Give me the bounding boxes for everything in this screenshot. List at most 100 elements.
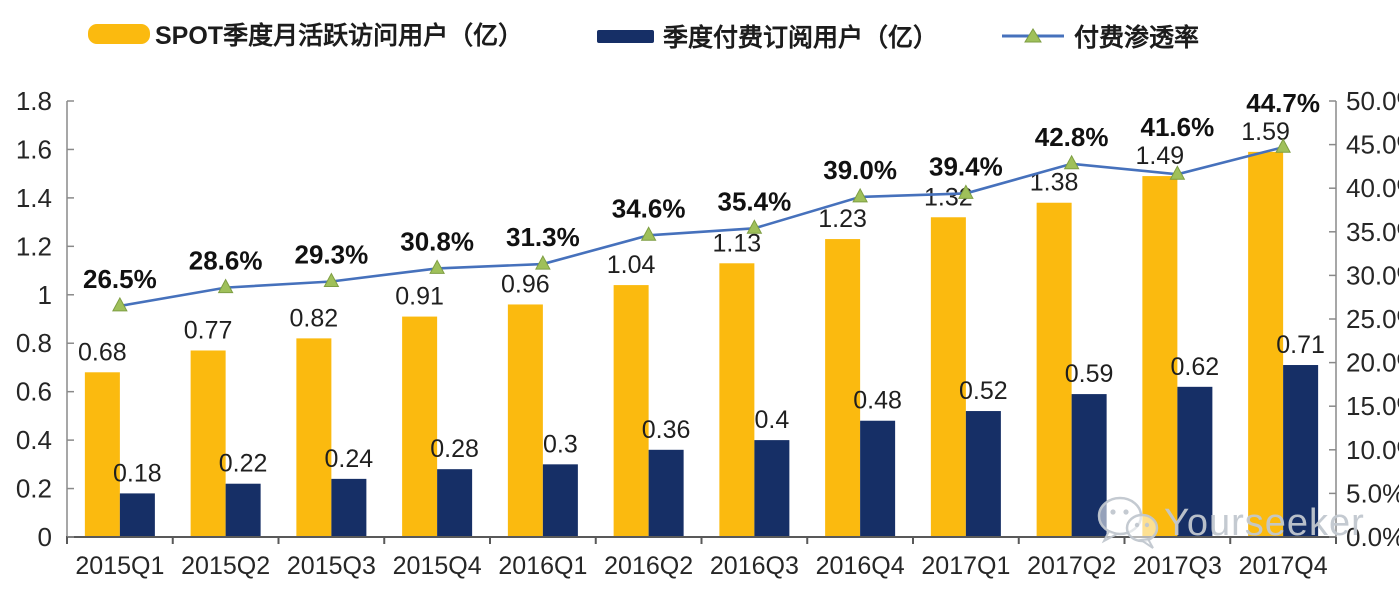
bar-mau: [1248, 151, 1284, 537]
penetration-marker: [746, 219, 763, 234]
label-subs-value: 0.28: [430, 435, 479, 463]
label-subs-value: 0.36: [642, 416, 691, 444]
left-axis-tick-label: 1.8: [16, 86, 52, 116]
label-subs-value: 0.62: [1171, 353, 1220, 381]
left-axis-tick-label: 1.6: [16, 134, 52, 164]
bar-mau: [402, 316, 438, 537]
bar-mau: [613, 285, 649, 537]
left-axis-tick-label: 1.4: [16, 183, 52, 213]
label-mau-value: 0.82: [290, 304, 339, 332]
label-mau-value: 1.23: [818, 205, 867, 233]
right-axis-tick-label: 20.0%: [1346, 348, 1399, 378]
label-mau-value: 1.13: [713, 229, 762, 257]
left-axis-tick-label: 1: [38, 280, 52, 310]
label-mau-value: 0.68: [78, 338, 127, 366]
bar-subs: [119, 493, 155, 537]
label-subs-value: 0.52: [959, 377, 1008, 405]
x-axis-label: 2016Q1: [498, 552, 587, 580]
left-axis-tick-label: 0.2: [16, 474, 52, 504]
subs-legend-swatch: [597, 29, 654, 43]
penetration-marker: [217, 278, 234, 294]
right-axis-tick-label: 10.0%: [1346, 435, 1399, 465]
label-penetration-rate: 42.8%: [1035, 122, 1109, 152]
x-axis-label: 2017Q4: [1239, 552, 1328, 580]
left-axis-tick-label: 0: [38, 522, 52, 552]
right-axis-tick-label: 40.0%: [1346, 173, 1399, 203]
bar-subs: [437, 469, 473, 537]
right-axis-tick-label: 5.0%: [1346, 478, 1399, 508]
bar-mau: [190, 350, 226, 537]
right-axis-tick-label: 25.0%: [1346, 304, 1399, 334]
label-mau-value: 0.96: [501, 270, 550, 298]
label-subs-value: 0.18: [113, 459, 162, 487]
bar-mau: [507, 304, 543, 537]
bar-subs: [648, 449, 684, 537]
label-subs-value: 0.22: [219, 450, 268, 478]
label-subs-value: 0.71: [1276, 331, 1325, 359]
label-penetration-rate: 35.4%: [718, 186, 792, 216]
left-axis-tick-label: 0.6: [16, 377, 52, 407]
bar-subs: [1177, 386, 1213, 537]
bar-mau: [1036, 202, 1072, 537]
x-axis-label: 2016Q3: [710, 552, 799, 580]
label-mau-value: 0.77: [184, 316, 233, 344]
x-axis-label: 2015Q1: [75, 552, 164, 580]
legend-item-mau: SPOT季度月活跃访问用户（亿）: [88, 16, 523, 52]
label-subs-value: 0.59: [1065, 360, 1114, 388]
penetration-marker: [1063, 154, 1080, 170]
x-axis-label: 2015Q2: [181, 552, 270, 580]
x-axis-label: 2017Q1: [921, 552, 1010, 580]
label-penetration-rate: 29.3%: [295, 240, 369, 270]
right-axis-tick-label: 50.0%: [1346, 86, 1399, 116]
label-subs-value: 0.3: [543, 430, 578, 458]
right-axis-tick-label: 15.0%: [1346, 391, 1399, 421]
bar-mau: [296, 338, 332, 537]
label-mau-value: 0.91: [395, 283, 444, 311]
legend-item-subs: 季度付费订阅用户（亿）: [597, 18, 938, 54]
legend: SPOT季度月活跃访问用户（亿） 季度付费订阅用户（亿） 付费渗透率: [0, 0, 1399, 62]
label-penetration-rate: 41.6%: [1141, 112, 1215, 142]
bar-subs: [965, 411, 1001, 537]
x-axis-label: 2015Q4: [393, 552, 482, 580]
penetration-marker: [323, 272, 340, 288]
penetration-marker: [112, 296, 128, 312]
label-penetration-rate: 26.5%: [83, 264, 157, 294]
mau-legend-swatch: [88, 24, 150, 44]
penetration-legend-swatch: [1002, 28, 1064, 43]
label-penetration-rate: 44.7%: [1246, 88, 1320, 118]
label-penetration-rate: 39.0%: [823, 155, 897, 185]
left-axis-tick-label: 1.2: [16, 231, 52, 261]
penetration-marker: [1169, 165, 1186, 180]
label-mau-value: 1.49: [1136, 142, 1185, 170]
label-subs-value: 0.24: [325, 445, 374, 473]
legend-item-penetration: 付费渗透率: [1002, 18, 1199, 54]
bar-subs: [860, 420, 896, 537]
bar-mau: [930, 217, 966, 537]
x-axis-label: 2017Q3: [1133, 552, 1222, 580]
label-penetration-rate: 28.6%: [189, 246, 263, 276]
watermark-text: Yourseeker: [1164, 501, 1365, 544]
penetration-marker: [429, 259, 445, 274]
bar-subs: [542, 464, 578, 537]
bar-subs: [225, 483, 261, 537]
bar-mau: [719, 263, 755, 537]
label-subs-value: 0.4: [754, 406, 789, 434]
bar-subs: [331, 478, 367, 537]
penetration-marker: [535, 255, 551, 270]
penetration-line: [119, 145, 1284, 308]
x-axis-label: 2016Q2: [604, 552, 693, 580]
right-axis-tick-label: 35.0%: [1346, 217, 1399, 247]
label-penetration-rate: 34.6%: [612, 193, 686, 223]
right-axis-tick-label: 0.0%: [1346, 522, 1399, 552]
penetration-marker: [640, 226, 657, 241]
left-axis-tick-label: 0.8: [16, 328, 52, 358]
label-mau-value: 1.04: [607, 251, 656, 279]
right-axis-tick-label: 30.0%: [1346, 260, 1399, 290]
bar-mau: [84, 372, 120, 537]
x-axis-label: 2015Q3: [287, 552, 376, 580]
x-axis-label: 2017Q2: [1027, 552, 1116, 580]
bar-mau: [825, 239, 861, 538]
label-subs-value: 0.48: [853, 387, 902, 415]
bar-subs: [1283, 365, 1319, 537]
mau-legend-label: SPOT季度月活跃访问用户（亿）: [155, 22, 524, 50]
